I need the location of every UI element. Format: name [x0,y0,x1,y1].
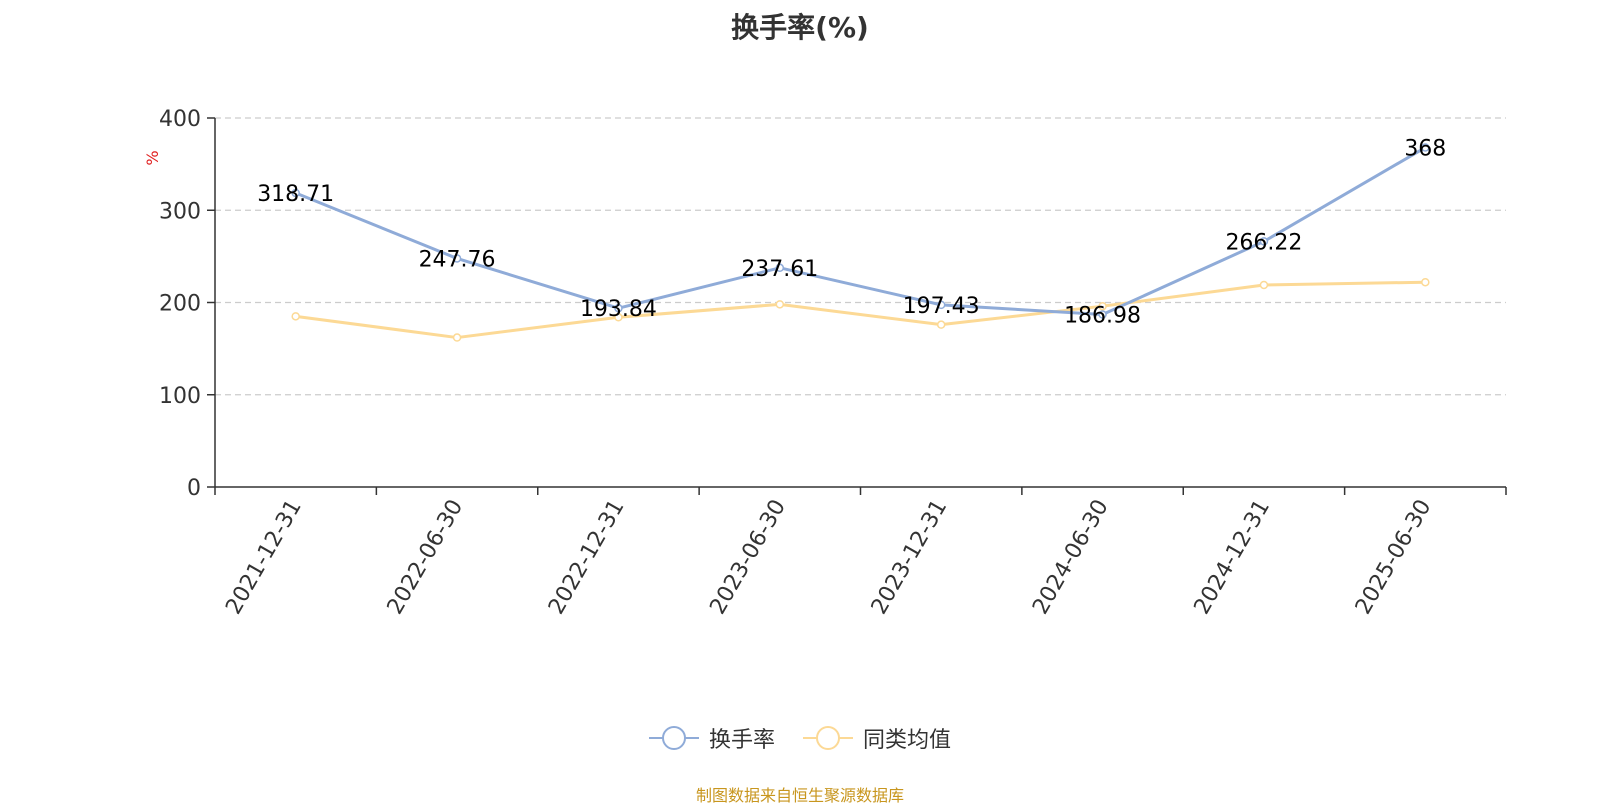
series-line-0 [295,146,1427,317]
chart-title: 换手率(%) [731,11,869,44]
data-point [1259,237,1269,246]
y-tick-label: 0 [187,476,201,501]
grid-lines [215,117,1506,396]
data-label: 368 [1404,137,1446,162]
data-point [1098,301,1107,311]
x-tick-label: 2025-06-30 [1351,496,1437,619]
x-tick-label: 2024-12-31 [1190,496,1276,619]
y-tick-label: 400 [159,107,201,132]
x-tick-label: 2022-06-30 [383,496,469,619]
data-label: 247.76 [419,247,496,272]
data-label: 266.22 [1225,230,1302,255]
legend-item[interactable]: 换手率 [648,722,775,754]
data-point [1421,277,1430,287]
data-point [1098,310,1107,319]
y-axis-label: % [143,150,162,165]
data-label: 237.61 [741,257,818,282]
source-note: 制图数据来自恒生聚源数据库 [695,786,904,805]
data-point [452,254,462,263]
data-labels: 318.71 247.76 193.84 237.61 197.43 186.98 266.… [257,137,1446,329]
axes: 0 100 200 300 400% 2021-12-31 2022-06-30 2022-1… [143,107,1507,619]
legend: 换手率 同类均值 [0,722,1600,754]
data-point [1259,280,1269,290]
x-tick-label: 2022-12-31 [544,496,630,619]
data-point [291,312,300,321]
y-tick-label: 200 [159,292,201,317]
x-tick-label: 2023-12-31 [867,496,953,619]
data-label: 197.43 [903,294,980,319]
legend-marker-icon [648,726,699,750]
data-point [936,320,946,329]
data-point [614,303,623,313]
y-tick-label: 300 [159,199,201,224]
legend-label: 换手率 [708,728,775,753]
legend-label: 同类均值 [863,728,952,753]
data-point [936,300,946,310]
data-label: 318.71 [257,182,334,207]
series-line-1 [295,280,1426,340]
series-lines [291,143,1430,342]
data-point [1421,143,1430,152]
legend-item[interactable]: 同类均值 [803,722,951,754]
x-tick-label: 2021-12-31 [221,496,307,619]
data-point [291,188,300,198]
y-tick-label: 100 [159,384,201,409]
legend-marker-icon [803,726,853,750]
x-tick-label: 2023-06-30 [705,496,791,619]
x-tick-label: 2024-06-30 [1028,496,1114,619]
data-point [614,313,623,322]
data-point [775,300,785,309]
data-point [775,263,785,273]
data-label: 186.98 [1064,304,1141,329]
data-point [452,333,462,342]
data-label: 193.84 [580,297,657,322]
